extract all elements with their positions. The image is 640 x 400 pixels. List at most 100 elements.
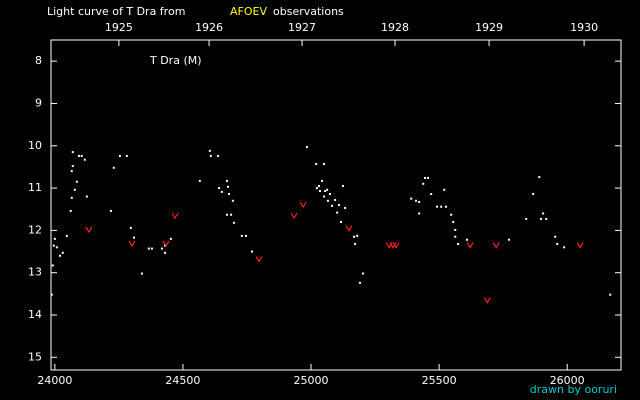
data-point: [227, 185, 230, 188]
data-point: [418, 201, 421, 204]
x2-tick-label: 1926: [195, 21, 223, 34]
data-point: [443, 188, 446, 191]
data-point: [556, 242, 559, 245]
data-point: [321, 179, 324, 182]
data-point: [440, 205, 443, 208]
y-tick-label: 9: [35, 96, 42, 109]
data-point: [342, 184, 345, 187]
data-point: [336, 211, 339, 214]
data-point: [353, 235, 356, 238]
data-point: [65, 234, 68, 237]
x2-tick-label: 1928: [381, 21, 409, 34]
y-tick-label: 15: [28, 350, 42, 363]
y-tick-label: 14: [28, 308, 42, 321]
data-point: [133, 236, 136, 239]
data-point: [305, 146, 308, 149]
title-source: AFOEV: [230, 5, 267, 18]
data-point: [362, 272, 365, 275]
data-point: [532, 193, 535, 195]
data-point: [331, 204, 334, 207]
data-point: [83, 158, 86, 161]
data-point: [80, 154, 83, 157]
data-point: [415, 199, 418, 202]
data-point: [244, 234, 247, 237]
plot-frame: [50, 39, 622, 371]
upper-limit-marker: [299, 201, 307, 209]
data-point: [225, 213, 228, 216]
data-point: [150, 247, 153, 250]
upper-limit-marker: [576, 242, 584, 249]
data-point: [540, 217, 543, 220]
data-point: [147, 247, 150, 250]
data-point: [217, 154, 220, 157]
upper-limit-marker: [483, 297, 491, 304]
upper-limit-marker: [492, 242, 500, 249]
data-point: [334, 198, 337, 201]
data-point: [323, 195, 326, 198]
data-point: [554, 235, 557, 238]
data-point: [318, 190, 321, 193]
data-point: [198, 179, 201, 182]
data-point: [73, 188, 76, 191]
data-point: [538, 176, 541, 179]
data-point: [70, 170, 73, 173]
title-prefix: Light curve of T Dra from: [47, 5, 185, 18]
data-point: [418, 212, 421, 215]
data-point: [61, 251, 64, 254]
data-point: [129, 226, 132, 229]
data-point: [52, 244, 55, 247]
data-point: [454, 235, 457, 238]
data-point: [324, 190, 327, 193]
data-point: [454, 228, 457, 231]
data-point: [436, 205, 439, 208]
upper-limit-marker: [389, 242, 397, 249]
data-point: [563, 246, 566, 249]
y-tick-label: 13: [28, 266, 42, 279]
data-point: [55, 246, 58, 249]
data-point: [450, 213, 453, 216]
upper-limit-marker: [128, 240, 136, 248]
x2-tick-label: 1927: [288, 21, 316, 34]
data-point: [209, 154, 212, 157]
data-point: [445, 205, 448, 208]
data-point: [542, 212, 545, 215]
upper-limit-marker: [255, 256, 263, 263]
data-point: [77, 154, 80, 157]
data-point: [232, 221, 235, 224]
data-point: [609, 293, 612, 296]
data-point: [109, 209, 112, 212]
credit: drawn by ooruri: [530, 383, 617, 396]
data-point: [50, 293, 53, 296]
data-point: [71, 151, 74, 154]
data-point: [466, 238, 469, 241]
x2-tick-label: 1925: [105, 21, 133, 34]
y-tick-label: 12: [28, 223, 42, 236]
data-point: [424, 176, 427, 179]
y-tick-label: 11: [28, 181, 42, 194]
upper-limit-marker: [162, 240, 170, 248]
data-point: [225, 179, 228, 182]
x2-tick-label: 1929: [475, 21, 503, 34]
data-point: [427, 176, 430, 179]
upper-limit-marker: [290, 212, 298, 220]
data-point: [53, 237, 56, 240]
x-tick-label: 25500: [422, 374, 457, 387]
x2-tick-label: 1930: [570, 21, 598, 34]
data-point: [356, 234, 359, 237]
data-point: [58, 254, 61, 257]
data-point: [317, 184, 320, 187]
x-tick-label: 24500: [165, 374, 200, 387]
data-point: [125, 154, 128, 157]
data-point: [452, 220, 455, 223]
data-point: [430, 193, 433, 195]
data-point: [323, 162, 326, 165]
data-point: [218, 187, 221, 190]
data-point: [328, 193, 331, 195]
y-tick-label: 8: [35, 54, 42, 67]
upper-limit-marker: [345, 225, 353, 232]
data-point: [315, 187, 318, 190]
upper-limit-marker: [466, 242, 474, 249]
data-point: [231, 199, 234, 202]
